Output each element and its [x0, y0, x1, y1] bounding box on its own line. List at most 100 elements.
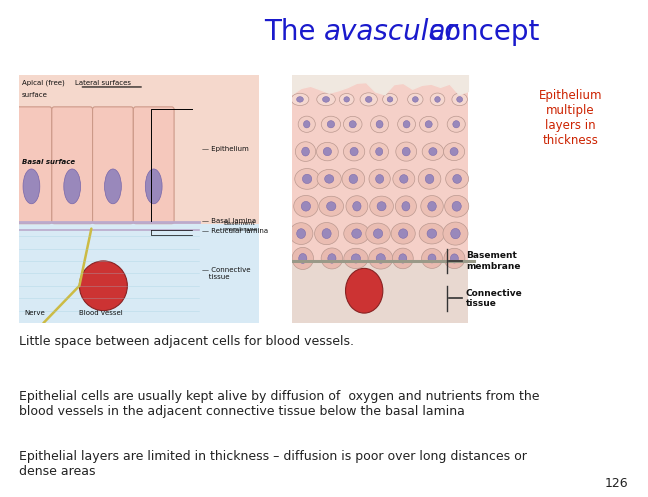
Bar	[19, 75, 259, 224]
Ellipse shape	[399, 229, 408, 239]
Ellipse shape	[376, 174, 384, 183]
Ellipse shape	[328, 254, 336, 263]
Ellipse shape	[325, 174, 334, 183]
Ellipse shape	[327, 202, 336, 211]
Text: concept: concept	[420, 18, 539, 46]
Ellipse shape	[360, 93, 377, 106]
Ellipse shape	[314, 223, 339, 245]
Ellipse shape	[428, 254, 436, 263]
Ellipse shape	[317, 93, 335, 106]
Ellipse shape	[453, 174, 461, 183]
Ellipse shape	[398, 116, 415, 132]
Text: Epithelial layers are limited in thickness – diffusion is poor over long distanc: Epithelial layers are limited in thickne…	[19, 450, 527, 478]
Ellipse shape	[451, 229, 460, 239]
Ellipse shape	[408, 93, 423, 105]
Text: surface: surface	[22, 92, 48, 98]
Ellipse shape	[395, 196, 417, 217]
Ellipse shape	[435, 96, 440, 102]
Ellipse shape	[376, 148, 383, 156]
Ellipse shape	[353, 201, 361, 211]
Ellipse shape	[447, 116, 465, 132]
FancyBboxPatch shape	[11, 107, 52, 224]
Ellipse shape	[373, 229, 383, 238]
Ellipse shape	[350, 148, 358, 156]
Ellipse shape	[393, 248, 413, 269]
Ellipse shape	[428, 201, 436, 211]
Bar	[19, 224, 259, 323]
Circle shape	[345, 268, 383, 313]
Text: Nerve: Nerve	[24, 310, 45, 316]
Ellipse shape	[412, 96, 418, 102]
Ellipse shape	[344, 97, 349, 102]
Ellipse shape	[388, 97, 393, 102]
Ellipse shape	[349, 121, 356, 128]
Ellipse shape	[445, 195, 469, 217]
Ellipse shape	[369, 248, 393, 269]
Ellipse shape	[399, 254, 407, 263]
Ellipse shape	[292, 248, 314, 269]
FancyBboxPatch shape	[93, 107, 133, 224]
Ellipse shape	[297, 96, 303, 102]
Ellipse shape	[303, 121, 310, 128]
Ellipse shape	[340, 93, 354, 105]
Ellipse shape	[419, 223, 445, 244]
Ellipse shape	[402, 202, 410, 211]
FancyBboxPatch shape	[133, 107, 174, 224]
Ellipse shape	[370, 143, 389, 161]
Ellipse shape	[365, 96, 372, 102]
Ellipse shape	[446, 169, 469, 189]
Ellipse shape	[352, 229, 362, 238]
Ellipse shape	[377, 202, 386, 211]
Text: — Connective
   tissue: — Connective tissue	[202, 267, 250, 280]
Text: avascular: avascular	[324, 18, 458, 46]
Ellipse shape	[79, 261, 127, 311]
Ellipse shape	[422, 248, 443, 268]
Ellipse shape	[396, 142, 417, 161]
Ellipse shape	[425, 174, 434, 183]
Ellipse shape	[457, 96, 463, 102]
Ellipse shape	[376, 120, 383, 128]
Ellipse shape	[443, 143, 465, 161]
Ellipse shape	[429, 148, 437, 156]
Ellipse shape	[104, 169, 121, 204]
Ellipse shape	[294, 195, 318, 217]
Ellipse shape	[295, 168, 319, 189]
Ellipse shape	[421, 196, 443, 217]
Ellipse shape	[391, 223, 415, 244]
Text: Epithelium
multiple
layers in
thickness: Epithelium multiple layers in thickness	[538, 89, 602, 148]
Ellipse shape	[298, 116, 316, 132]
Ellipse shape	[321, 248, 343, 269]
Ellipse shape	[349, 174, 358, 183]
Ellipse shape	[321, 116, 341, 132]
Text: The: The	[264, 18, 324, 46]
Bar	[292, 261, 468, 323]
Ellipse shape	[319, 196, 343, 216]
Ellipse shape	[317, 169, 341, 188]
Ellipse shape	[452, 201, 461, 211]
Ellipse shape	[343, 223, 369, 244]
Ellipse shape	[418, 168, 441, 189]
Text: 126: 126	[605, 477, 629, 490]
Ellipse shape	[327, 121, 334, 128]
Ellipse shape	[443, 222, 468, 245]
Ellipse shape	[403, 121, 410, 128]
Text: Basal surface: Basal surface	[22, 159, 75, 165]
Ellipse shape	[371, 116, 389, 133]
Ellipse shape	[400, 174, 408, 183]
Ellipse shape	[145, 169, 162, 204]
Text: Epithelial cells are usually kept alive by diffusion of  oxygen and nutrients fr: Epithelial cells are usually kept alive …	[19, 390, 540, 418]
Ellipse shape	[291, 93, 309, 105]
Ellipse shape	[430, 93, 445, 106]
Ellipse shape	[370, 196, 393, 216]
Ellipse shape	[382, 93, 397, 105]
Text: Apical (free): Apical (free)	[22, 80, 65, 86]
Ellipse shape	[453, 121, 459, 128]
Ellipse shape	[450, 148, 458, 156]
Ellipse shape	[369, 169, 390, 189]
Text: Blood vessel: Blood vessel	[79, 310, 123, 316]
Ellipse shape	[351, 254, 360, 263]
Ellipse shape	[343, 116, 362, 132]
Ellipse shape	[450, 254, 458, 263]
Bar	[292, 75, 468, 261]
Text: Lateral surfaces: Lateral surfaces	[75, 80, 131, 85]
